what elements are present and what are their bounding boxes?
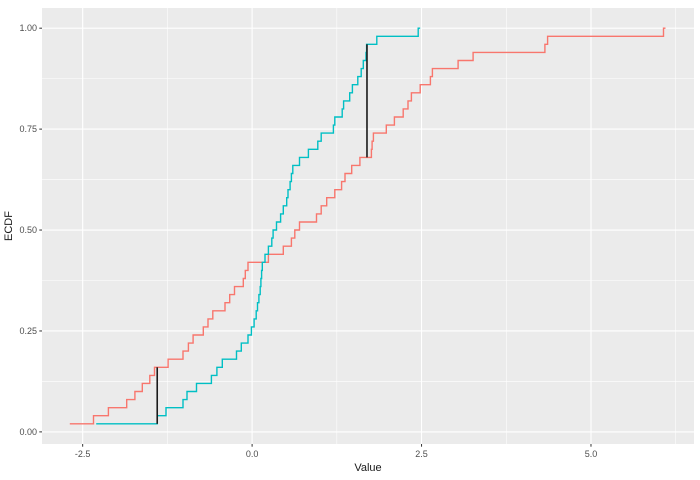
ecdf-step-lines (69, 27, 666, 425)
y-axis-tick-label: 0.50 (19, 225, 37, 235)
gridlines-minor (42, 8, 694, 444)
x-axis-tick-label: -2.5 (75, 449, 91, 459)
y-axis-tick-label: 0.75 (19, 124, 37, 134)
x-axis-tick-label: 0.0 (246, 449, 259, 459)
y-axis-tick-label: 0.25 (19, 326, 37, 336)
gridlines-major (42, 8, 694, 444)
axis-tick-labels: -2.5 0.0 2.5 5.0 0.00 0.25 0.50 0.75 1.00 (19, 23, 597, 459)
ks-distance-lines (156, 44, 368, 424)
x-axis-tick-label: 5.0 (585, 449, 598, 459)
y-axis-title: ECDF (3, 211, 15, 241)
x-axis-tick-label: 2.5 (415, 449, 428, 459)
y-axis-tick-label: 1.00 (19, 23, 37, 33)
plot-panel-background (42, 8, 694, 444)
x-axis-title: Value (354, 462, 381, 474)
y-axis-tick-label: 0.00 (19, 427, 37, 437)
ecdf-line-sample-2-cyan (96, 27, 421, 425)
ecdf-line-sample-1-red (69, 27, 666, 425)
axis-tick-marks (39, 27, 592, 447)
